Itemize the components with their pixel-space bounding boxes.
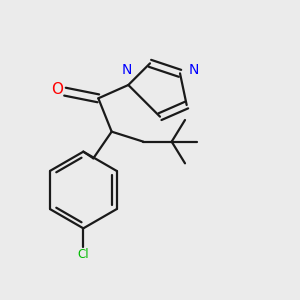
Text: N: N (122, 63, 132, 77)
Text: O: O (51, 82, 63, 98)
Text: Cl: Cl (77, 248, 89, 261)
Text: N: N (188, 63, 199, 77)
